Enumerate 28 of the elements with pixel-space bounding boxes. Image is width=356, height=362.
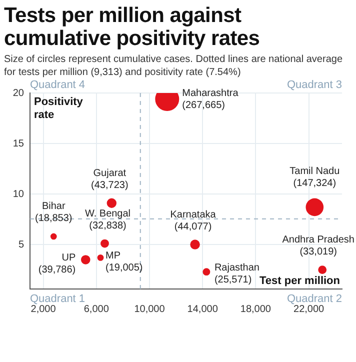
x-tick-label: 18,000	[240, 304, 272, 315]
text: Quadrant 3	[286, 79, 342, 92]
x-axis-title: Test per million	[260, 275, 340, 288]
annotation: MP (19,005)	[106, 250, 143, 274]
y-tick-label: 5	[18, 239, 24, 250]
x-tick-label: 6,000	[84, 304, 110, 315]
annotation: Gujarat (43,723)	[91, 168, 128, 191]
y-tick-label: 20	[12, 88, 24, 99]
annotation: Karnataka (44,077)	[170, 209, 216, 232]
annotation: Bihar (18,853)	[35, 201, 72, 224]
x-tick-label: 2,000	[30, 304, 56, 315]
annotation: Andhra Pradesh (33,019)	[282, 234, 354, 258]
x-tick-label: 10,000	[134, 304, 166, 315]
annotation: W. Bengal (32,838)	[84, 208, 131, 232]
annotation: UP (39,786)	[38, 252, 76, 276]
text: Quadrant 2	[286, 293, 342, 306]
x-tick-label: 22,000	[294, 304, 325, 315]
text: Quadrant 1	[30, 293, 86, 306]
annotation: Tamil Nadu (147,324)	[290, 166, 340, 189]
chart-title: Tests per million against cumulative positivity rates	[4, 4, 261, 50]
y-tick-label: 10	[12, 188, 24, 200]
y-axis-title: Positivity rate	[34, 96, 84, 122]
x-tick-label: 14,000	[187, 304, 218, 315]
text: Quadrant 4	[30, 79, 86, 92]
annotation: Maharashtra (267,665)	[182, 88, 239, 111]
y-tick-label: 15	[12, 138, 24, 150]
chart-subtitle: Size of circles represent cumulative cases. Dotted lines are national average for tests per million (9,313) and positivity rate (7.54%)	[4, 53, 344, 79]
annotation: Rajasthan (25,571)	[214, 262, 260, 286]
